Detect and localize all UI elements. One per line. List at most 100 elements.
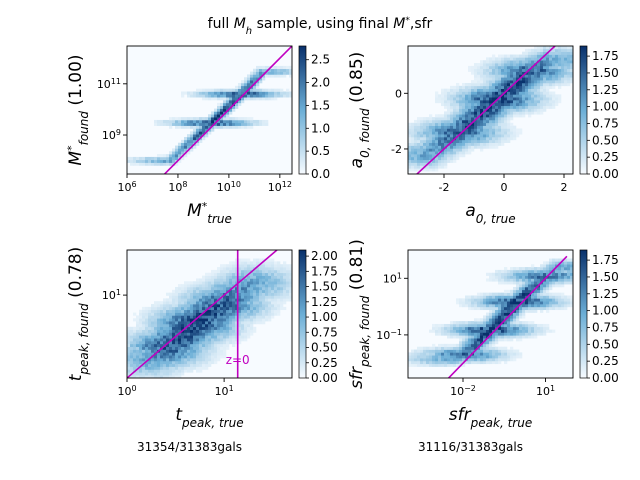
density-cell [477, 108, 481, 112]
density-cell [510, 275, 514, 279]
density-cell [504, 77, 508, 81]
density-cell [480, 125, 484, 129]
density-cell [136, 372, 140, 376]
density-cell [205, 366, 209, 370]
density-cell [510, 102, 514, 107]
density-cell [286, 281, 290, 285]
density-cell [232, 298, 236, 302]
density-cell [474, 88, 478, 92]
density-cell [253, 281, 257, 285]
density-cell [495, 108, 499, 112]
density-cell [259, 88, 263, 92]
density-cell [537, 46, 541, 50]
density-cell [244, 281, 248, 285]
density-cell [456, 145, 460, 149]
density-cell [259, 292, 263, 296]
density-cell [534, 326, 538, 330]
density-cell [229, 306, 233, 311]
density-cell [516, 292, 520, 296]
density-cell [507, 85, 511, 89]
density-cell [543, 94, 547, 98]
density-cell [441, 117, 445, 121]
density-cell [537, 51, 541, 55]
density-cell [262, 275, 266, 279]
density-cell [163, 304, 167, 308]
density-cell [235, 278, 239, 282]
density-cell [223, 304, 227, 308]
density-cell [175, 154, 179, 158]
density-cell [235, 335, 239, 339]
density-cell [247, 309, 251, 313]
density-cell [420, 142, 424, 146]
density-cell [498, 82, 502, 87]
density-cell [199, 122, 203, 126]
density-cell [468, 108, 472, 112]
density-cell [465, 338, 469, 342]
density-cell [280, 289, 284, 293]
density-cell [196, 332, 200, 336]
density-cell [462, 349, 466, 353]
density-cell [498, 131, 502, 135]
density-cell [444, 137, 448, 141]
density-cell [543, 85, 547, 89]
density-cell [462, 131, 466, 135]
density-cell [235, 301, 239, 305]
density-cell [202, 321, 206, 325]
density-cell [154, 306, 158, 311]
density-cell [546, 286, 550, 291]
density-cell [220, 286, 224, 291]
density-cell [199, 321, 203, 325]
density-cell [546, 54, 550, 58]
density-cell [492, 63, 496, 67]
density-cell [154, 329, 158, 333]
density-cell [250, 80, 254, 84]
density-cell [477, 131, 481, 135]
density-cell [232, 97, 236, 101]
y-axis-label: tpeak, found (0.78) [66, 247, 91, 382]
density-cell [528, 63, 532, 67]
density-cell [414, 125, 418, 129]
density-cell [441, 162, 445, 166]
density-cell [549, 63, 553, 67]
density-cell [250, 119, 254, 124]
density-cell [196, 142, 200, 146]
density-cell [423, 151, 427, 155]
density-cell [423, 349, 427, 353]
density-cell [250, 77, 254, 81]
density-cell [495, 57, 499, 61]
density-cell [543, 267, 547, 271]
density-cell [187, 318, 191, 322]
density-cell [555, 97, 559, 101]
density-cell [522, 281, 526, 285]
density-cell [465, 119, 469, 124]
density-cell [274, 261, 278, 265]
density-cell [516, 289, 520, 293]
density-cell [486, 119, 490, 124]
density-cell [477, 349, 481, 353]
density-cell [501, 100, 505, 104]
density-cell [507, 306, 511, 311]
density-cell [289, 281, 292, 285]
density-cell [534, 269, 538, 274]
density-cell [552, 258, 556, 262]
density-cell [492, 145, 496, 149]
density-cell [444, 165, 448, 169]
density-cell [561, 82, 565, 87]
density-cell [480, 352, 484, 356]
density-cell [241, 82, 245, 87]
density-cell [423, 162, 427, 166]
density-cell [501, 68, 505, 72]
density-cell [232, 272, 236, 276]
density-cell [169, 372, 173, 376]
density-cell [504, 105, 508, 109]
density-cell [525, 292, 529, 296]
density-cell [193, 360, 197, 365]
colorbar-tick-label: 1.50 [592, 270, 619, 284]
density-cell [229, 309, 233, 313]
density-cell [492, 117, 496, 121]
density-cell [235, 332, 239, 336]
density-cell [432, 122, 436, 126]
density-cell [208, 88, 212, 92]
density-cell [148, 326, 152, 330]
density-cell [510, 292, 514, 296]
